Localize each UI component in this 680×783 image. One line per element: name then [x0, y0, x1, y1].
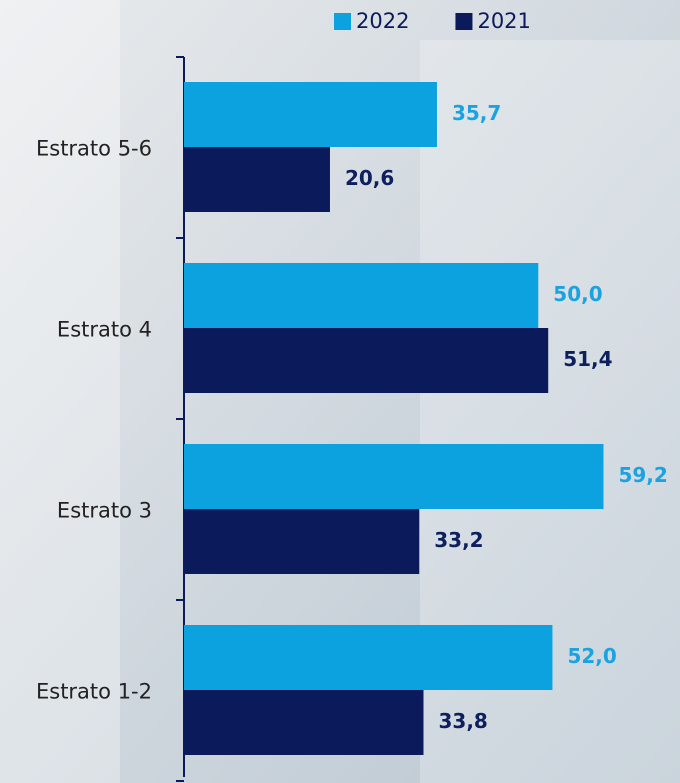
bar: [184, 328, 549, 393]
y-tick-label: Estrato 3: [57, 499, 152, 523]
value-label: 52,0: [567, 644, 616, 668]
bar: [184, 444, 604, 509]
value-label: 59,2: [618, 463, 667, 487]
legend-label: 2021: [477, 9, 530, 33]
bar: [184, 690, 424, 755]
legend-label: 2022: [356, 9, 409, 33]
value-label: 50,0: [553, 282, 602, 306]
y-tick-label: Estrato 4: [57, 318, 152, 342]
bar: [184, 82, 437, 147]
bar: [184, 263, 539, 328]
legend-swatch: [455, 13, 473, 30]
bar: [184, 509, 420, 574]
value-label: 33,2: [434, 528, 483, 552]
background-building: [0, 0, 120, 783]
bar: [184, 147, 330, 212]
y-tick-label: Estrato 5-6: [36, 137, 152, 161]
bar: [184, 625, 553, 690]
value-label: 51,4: [563, 347, 612, 371]
value-label: 20,6: [345, 166, 394, 190]
value-label: 33,8: [438, 709, 487, 733]
y-tick-label: Estrato 1-2: [36, 680, 152, 704]
legend-swatch: [334, 13, 351, 30]
value-label: 35,7: [452, 101, 501, 125]
